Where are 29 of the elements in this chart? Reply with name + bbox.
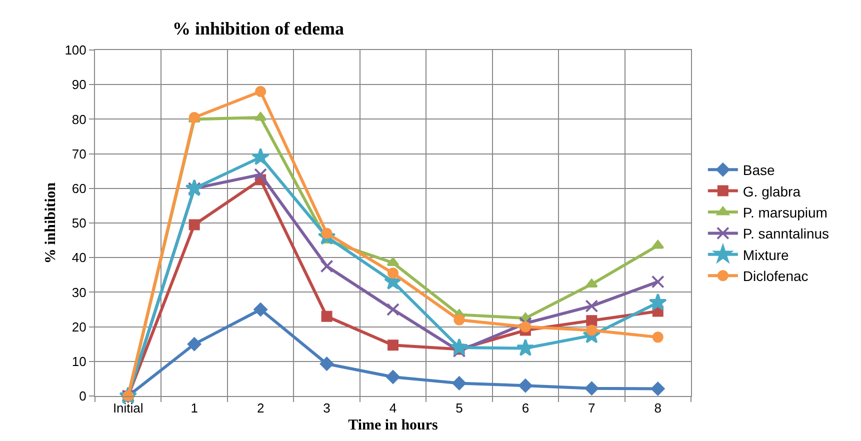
legend-label: Base xyxy=(742,162,776,178)
chart-title: % inhibition of edema xyxy=(172,18,344,39)
x-axis-title: Time in hours xyxy=(348,418,438,434)
legend-label: P. marsupium xyxy=(742,204,828,220)
y-tick-label: 50 xyxy=(72,216,86,231)
y-tick-label: 30 xyxy=(72,284,86,300)
x-tick-label: Initial xyxy=(112,400,144,416)
y-tick-label: 100 xyxy=(64,42,86,58)
y-tick-label: 40 xyxy=(72,250,86,266)
x-tick-label: 6 xyxy=(522,400,530,416)
y-tick-label: 90 xyxy=(72,77,86,92)
y-tick-label: 60 xyxy=(72,180,86,196)
x-tick-label: 5 xyxy=(456,400,463,416)
legend-label: Mixture xyxy=(742,246,790,263)
y-axis-title: % inhibition xyxy=(43,182,59,264)
y-tick-label: 80 xyxy=(72,112,86,127)
y-tick-label: 10 xyxy=(72,354,86,369)
legend-label: G. glabra xyxy=(742,183,801,200)
x-tick-label: 1 xyxy=(190,400,198,416)
x-tick-label: 3 xyxy=(323,400,330,416)
x-tick-label: 7 xyxy=(588,400,596,416)
y-tick-label: 20 xyxy=(72,319,86,334)
legend-label: Diclofenac xyxy=(742,268,808,284)
y-tick-label: 0 xyxy=(79,388,86,404)
x-tick-label: 2 xyxy=(256,400,264,416)
legend-label: P. sanntalinus xyxy=(742,226,830,242)
x-tick-label: 8 xyxy=(654,400,662,416)
x-tick-label: 4 xyxy=(389,400,397,416)
y-tick-label: 70 xyxy=(72,146,86,162)
